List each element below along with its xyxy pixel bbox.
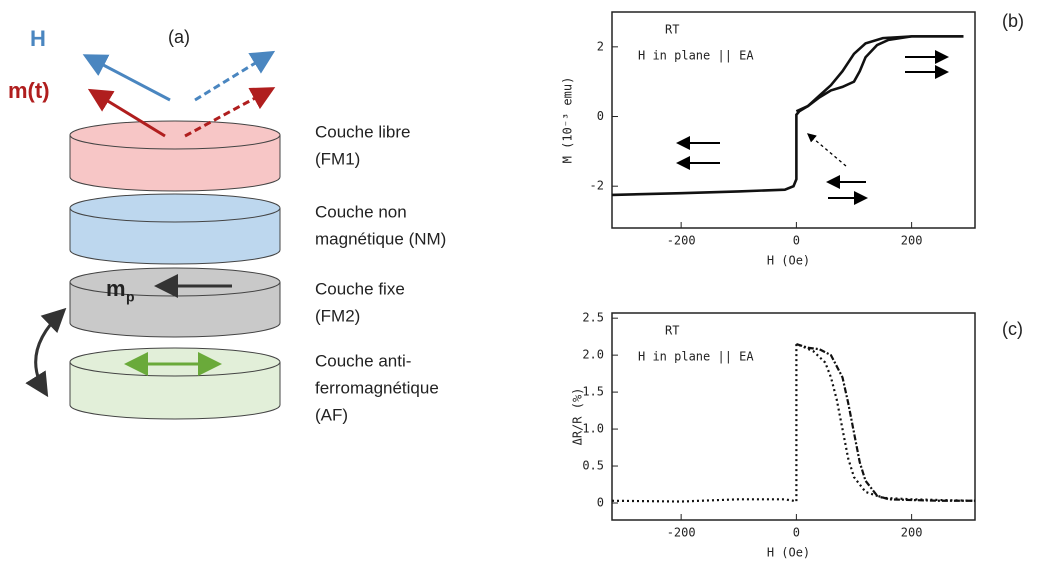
pinned-symbol: m — [106, 276, 126, 301]
layer-label: Couche libre — [315, 122, 410, 141]
disc-fm2: m p — [69, 267, 281, 338]
charts: -200 0 200 -2 0 2 H (Oe) M (10⁻³ emu) RT H in pla… — [561, 11, 976, 560]
plot-frame — [611, 11, 976, 229]
moment-label: m(t) — [8, 78, 50, 103]
arrow — [82, 54, 171, 102]
y-axis-label: ΔR/R (%) — [571, 388, 585, 446]
exchange-arrow — [25, 307, 67, 398]
annotation: RT — [665, 23, 679, 37]
layer-label: Couche fixe — [315, 279, 405, 298]
field-label: H — [30, 26, 46, 51]
x-tick-label: 200 — [901, 234, 923, 248]
arrow — [194, 50, 276, 102]
series-line — [795, 35, 964, 113]
layer-labels: Couche libre (FM1) Couche non magnétique (N… — [315, 122, 446, 424]
annotation: H in plane || EA — [638, 350, 754, 364]
x-tick-label: -200 — [667, 234, 696, 248]
disc-nm — [69, 193, 281, 265]
arrow — [87, 88, 166, 138]
panel-label: (b) — [1002, 11, 1024, 31]
y-tick-label: 2.5 — [582, 311, 604, 325]
disc-fm1 — [69, 120, 281, 192]
x-tick-label: 200 — [901, 526, 923, 540]
annotation: H in plane || EA — [638, 49, 754, 63]
y-tick-label: 0.5 — [582, 459, 604, 473]
panel-label: (a) — [168, 27, 190, 47]
y-axis-label: M (10⁻³ emu) — [561, 77, 575, 164]
x-axis-label: H (Oe) — [767, 546, 810, 560]
y-tick-label: 2.0 — [582, 348, 604, 362]
layer-label: magnétique (NM) — [315, 229, 446, 248]
layer-label: Couche non — [315, 202, 407, 221]
pinned-subscript: p — [126, 289, 135, 305]
y-tick-label: 1.5 — [582, 385, 604, 399]
plot-frame — [611, 312, 976, 521]
x-tick-label: 0 — [793, 234, 800, 248]
disc-af — [69, 347, 281, 420]
layer-label: (AF) — [315, 405, 348, 424]
panel-label: (c) — [1002, 319, 1023, 339]
series-line — [796, 343, 975, 502]
y-tick-label: 0 — [597, 495, 604, 509]
series-line — [611, 342, 976, 503]
layer-label: (FM1) — [315, 149, 360, 168]
y-tick-label: -2 — [590, 179, 604, 193]
y-tick-label: 2 — [597, 39, 604, 53]
y-tick-label: 1.0 — [582, 422, 604, 436]
annotation: RT — [665, 324, 679, 338]
x-tick-label: -200 — [667, 526, 696, 540]
layer-label: ferromagnétique — [315, 378, 439, 397]
x-axis-label: H (Oe) — [767, 254, 810, 268]
arrow — [184, 87, 276, 138]
annotation-arrows — [676, 50, 949, 205]
x-tick-label: 0 — [793, 526, 800, 540]
y-tick-label: 0 — [597, 109, 604, 123]
layer-label: (FM2) — [315, 306, 360, 325]
layer-label: Couche anti- — [315, 351, 411, 370]
